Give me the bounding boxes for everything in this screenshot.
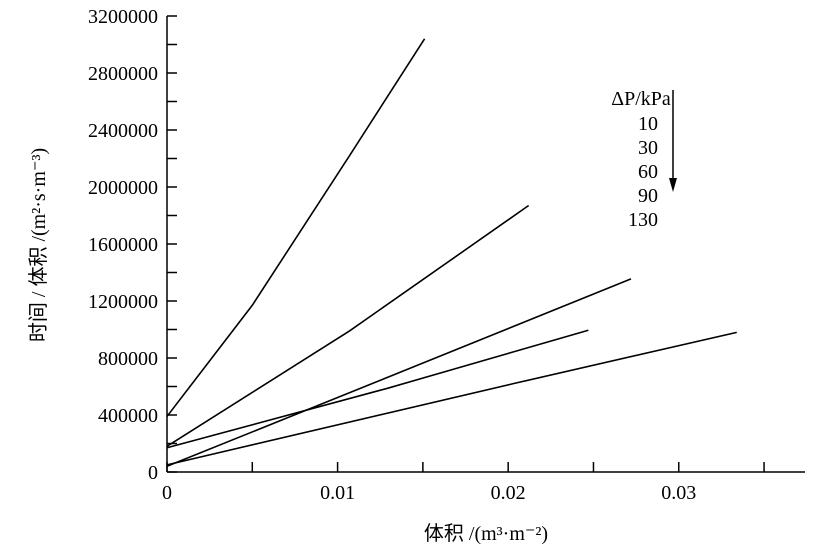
x-tick-label: 0.01 [320, 482, 355, 504]
y-tick-label: 3200000 [88, 6, 158, 28]
series-line-10kPa [166, 38, 426, 417]
y-tick-label: 2000000 [88, 177, 158, 199]
legend-entry: 90 [638, 185, 658, 207]
y-axis-label: 时间 / 体积 /(m²·s·m⁻³) [27, 148, 50, 342]
x-tick-label: 0 [162, 482, 172, 504]
legend: ΔP/kPa 10 30 60 90 130 [611, 88, 677, 231]
x-tick-label: 0.02 [491, 482, 526, 504]
legend-entry: 130 [628, 209, 658, 231]
y-tick-label: 2800000 [88, 63, 158, 85]
y-tick-label: 2400000 [88, 120, 158, 142]
y-tick-label: 800000 [98, 348, 158, 370]
series-line-90kPa [166, 329, 589, 449]
y-tick-label: 0 [148, 462, 158, 484]
legend-title: ΔP/kPa [611, 88, 671, 110]
legend-entry: 30 [638, 137, 658, 159]
legend-entry: 60 [638, 161, 658, 183]
y-tick-label: 400000 [98, 405, 158, 427]
x-tick-label: 0.03 [661, 482, 696, 504]
x-axis-label: 体积 /(m³·m⁻²) [424, 522, 548, 545]
y-tick-label: 1600000 [88, 234, 158, 256]
series-group [166, 38, 737, 468]
series-line-30kPa [166, 204, 530, 448]
axes: 0 0.01 0.02 0.03 0 400000 800000 1200000 1600000… [88, 6, 805, 504]
legend-arrowhead-icon [669, 178, 677, 192]
y-tick-label: 1200000 [88, 291, 158, 313]
series-line-130kPa [166, 331, 737, 466]
legend-entry: 10 [638, 113, 658, 135]
series-line-60kPa [166, 278, 632, 468]
